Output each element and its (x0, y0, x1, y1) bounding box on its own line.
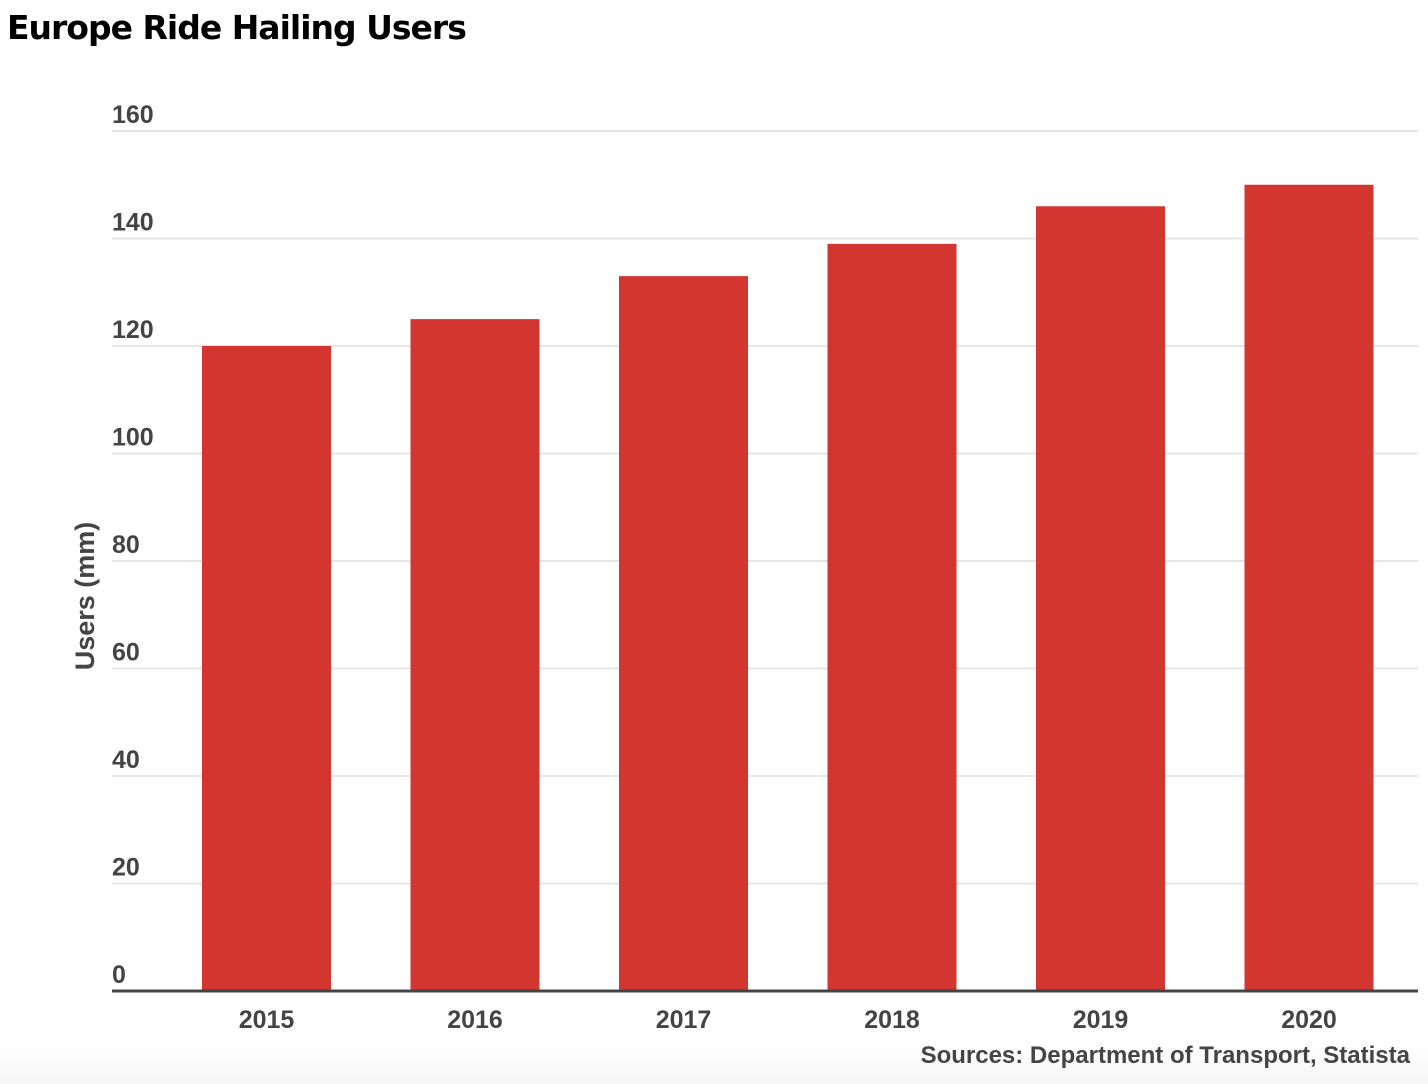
y-tick-label: 60 (112, 639, 140, 667)
chart-title: Europe Ride Hailing Users (7, 8, 467, 47)
y-axis-title: Users (mm) (70, 522, 100, 671)
bar (827, 243, 957, 991)
x-tick-label: 2019 (1073, 1006, 1129, 1034)
x-tick-label: 2015 (239, 1006, 295, 1034)
bar (1244, 184, 1374, 991)
y-tick-label: 100 (112, 424, 154, 452)
bar (619, 276, 748, 991)
x-tick-label: 2016 (447, 1006, 503, 1034)
x-tick-label: 2018 (864, 1006, 920, 1034)
y-tick-label: 0 (112, 961, 126, 989)
x-tick-label: 2020 (1281, 1006, 1337, 1034)
y-tick-label: 40 (112, 746, 140, 774)
y-tick-label: 20 (112, 854, 140, 882)
bar (1036, 206, 1165, 991)
y-tick-label: 80 (112, 531, 140, 559)
y-tick-label: 160 (112, 101, 154, 129)
bars (202, 184, 1374, 991)
x-tick-label: 2017 (656, 1006, 712, 1034)
source-note: Sources: Department of Transport, Statis… (920, 1042, 1410, 1069)
y-tick-label: 140 (112, 209, 154, 237)
y-axis-ticks: 0 20 40 60 80 100 120 140 160 (112, 101, 154, 989)
y-tick-label: 120 (112, 316, 154, 344)
footer-background (0, 1040, 1428, 1084)
bar (202, 346, 331, 991)
x-axis-ticks: 2015 2016 2017 2018 2019 2020 (239, 1006, 1337, 1034)
bar (410, 319, 540, 991)
